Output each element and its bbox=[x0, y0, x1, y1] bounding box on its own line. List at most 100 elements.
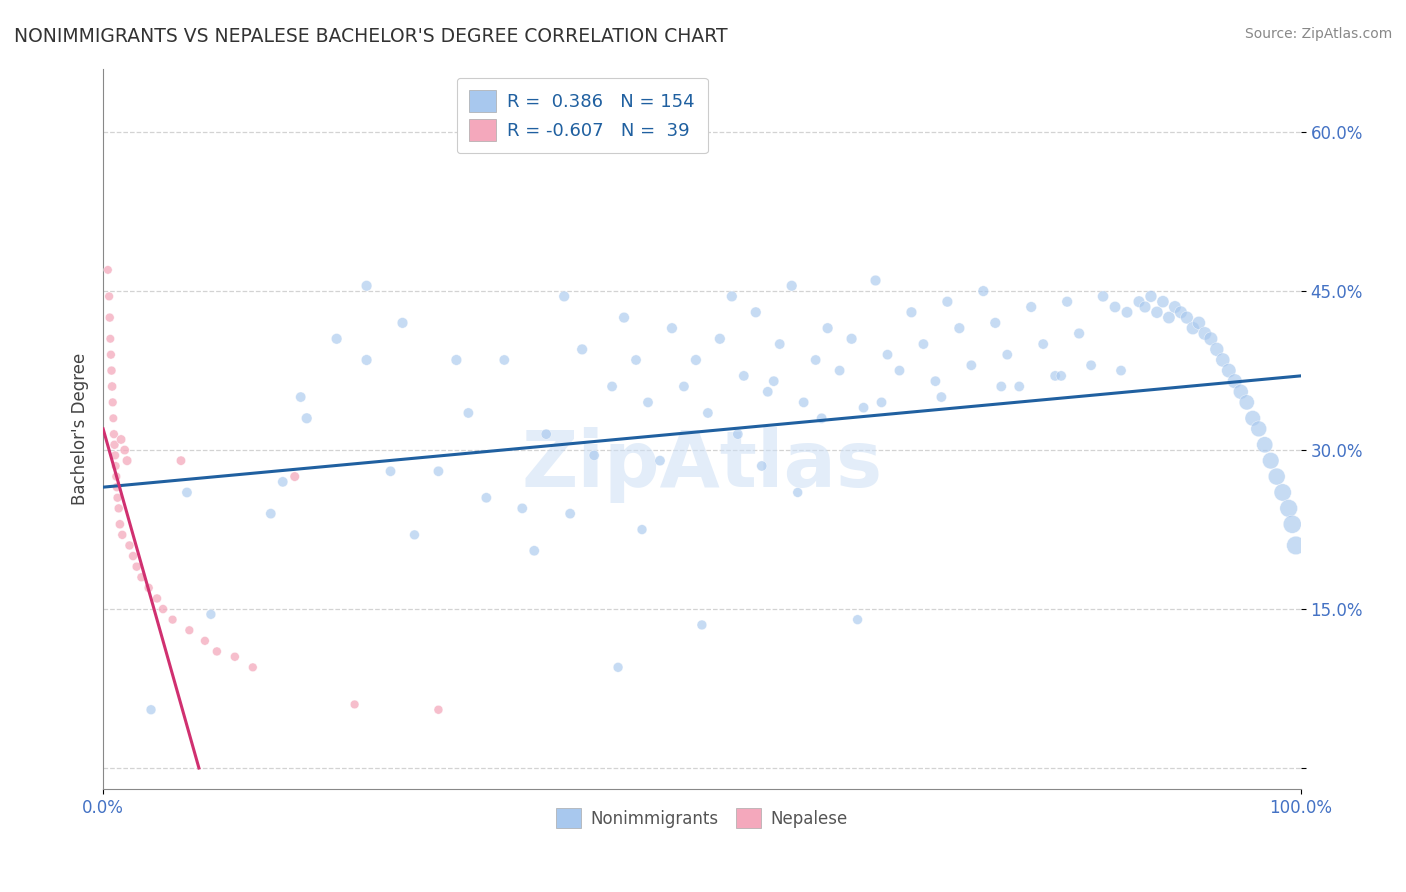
Point bbox=[709, 332, 731, 346]
Point bbox=[101, 395, 124, 409]
Point bbox=[391, 316, 413, 330]
Point bbox=[170, 453, 193, 467]
Point bbox=[1199, 332, 1222, 346]
Point bbox=[1050, 368, 1073, 383]
Text: NONIMMIGRANTS VS NEPALESE BACHELOR'S DEGREE CORRELATION CHART: NONIMMIGRANTS VS NEPALESE BACHELOR'S DEG… bbox=[14, 27, 728, 45]
Point bbox=[817, 321, 839, 335]
Point bbox=[1146, 305, 1168, 319]
Point bbox=[648, 453, 671, 467]
Point bbox=[1152, 294, 1174, 309]
Point bbox=[1056, 294, 1078, 309]
Point bbox=[325, 332, 347, 346]
Point bbox=[1247, 422, 1270, 436]
Point bbox=[98, 332, 121, 346]
Point bbox=[1236, 395, 1258, 409]
Point bbox=[607, 660, 630, 674]
Point bbox=[295, 411, 318, 425]
Point bbox=[290, 390, 312, 404]
Point bbox=[841, 332, 863, 346]
Point bbox=[534, 427, 557, 442]
Point bbox=[690, 618, 713, 632]
Point bbox=[205, 644, 228, 658]
Point bbox=[475, 491, 498, 505]
Point bbox=[762, 374, 785, 388]
Point bbox=[936, 294, 959, 309]
Point bbox=[146, 591, 169, 606]
Point bbox=[756, 384, 779, 399]
Point bbox=[1080, 359, 1102, 373]
Point bbox=[107, 501, 129, 516]
Y-axis label: Bachelor's Degree: Bachelor's Degree bbox=[72, 352, 89, 505]
Point bbox=[828, 363, 851, 377]
Point bbox=[1218, 363, 1240, 377]
Point bbox=[1032, 337, 1054, 351]
Point bbox=[984, 316, 1007, 330]
Point bbox=[1194, 326, 1216, 341]
Point bbox=[1019, 300, 1042, 314]
Point bbox=[1133, 300, 1156, 314]
Point bbox=[404, 528, 426, 542]
Text: Source: ZipAtlas.com: Source: ZipAtlas.com bbox=[1244, 27, 1392, 41]
Point bbox=[107, 491, 129, 505]
Point bbox=[103, 438, 125, 452]
Point bbox=[865, 273, 887, 287]
Point bbox=[793, 395, 815, 409]
Point bbox=[1175, 310, 1198, 325]
Point bbox=[637, 395, 659, 409]
Point bbox=[810, 411, 832, 425]
Point bbox=[1271, 485, 1294, 500]
Point bbox=[1043, 368, 1066, 383]
Point bbox=[105, 480, 128, 494]
Point bbox=[1281, 517, 1303, 532]
Point bbox=[1116, 305, 1139, 319]
Point bbox=[176, 485, 198, 500]
Point bbox=[1205, 343, 1227, 357]
Point bbox=[100, 363, 122, 377]
Point bbox=[600, 379, 623, 393]
Point bbox=[852, 401, 875, 415]
Point bbox=[260, 507, 283, 521]
Point bbox=[1241, 411, 1264, 425]
Point bbox=[114, 443, 136, 458]
Point bbox=[97, 263, 120, 277]
Point bbox=[1278, 501, 1301, 516]
Point bbox=[1008, 379, 1031, 393]
Point bbox=[104, 458, 127, 473]
Point bbox=[1181, 321, 1204, 335]
Point bbox=[745, 305, 768, 319]
Point bbox=[1157, 310, 1180, 325]
Point bbox=[876, 348, 898, 362]
Point bbox=[931, 390, 953, 404]
Point bbox=[104, 449, 127, 463]
Point bbox=[733, 368, 755, 383]
Point bbox=[115, 453, 138, 467]
Point bbox=[103, 411, 125, 425]
Point bbox=[139, 703, 162, 717]
Point bbox=[995, 348, 1018, 362]
Point bbox=[1170, 305, 1192, 319]
Point bbox=[583, 449, 606, 463]
Point bbox=[560, 507, 582, 521]
Point bbox=[510, 501, 533, 516]
Point bbox=[948, 321, 970, 335]
Text: ZipAtlas: ZipAtlas bbox=[522, 427, 883, 503]
Point bbox=[751, 458, 773, 473]
Point bbox=[523, 543, 546, 558]
Point bbox=[446, 353, 468, 368]
Point bbox=[1188, 316, 1211, 330]
Point bbox=[122, 549, 145, 563]
Point bbox=[1223, 374, 1246, 388]
Point bbox=[727, 427, 749, 442]
Point bbox=[1128, 294, 1150, 309]
Point bbox=[721, 289, 744, 303]
Point bbox=[924, 374, 946, 388]
Point bbox=[846, 613, 869, 627]
Point bbox=[1109, 363, 1132, 377]
Point bbox=[786, 485, 808, 500]
Point bbox=[105, 469, 128, 483]
Point bbox=[242, 660, 264, 674]
Point bbox=[194, 633, 217, 648]
Point bbox=[613, 310, 636, 325]
Point bbox=[125, 559, 148, 574]
Point bbox=[111, 528, 134, 542]
